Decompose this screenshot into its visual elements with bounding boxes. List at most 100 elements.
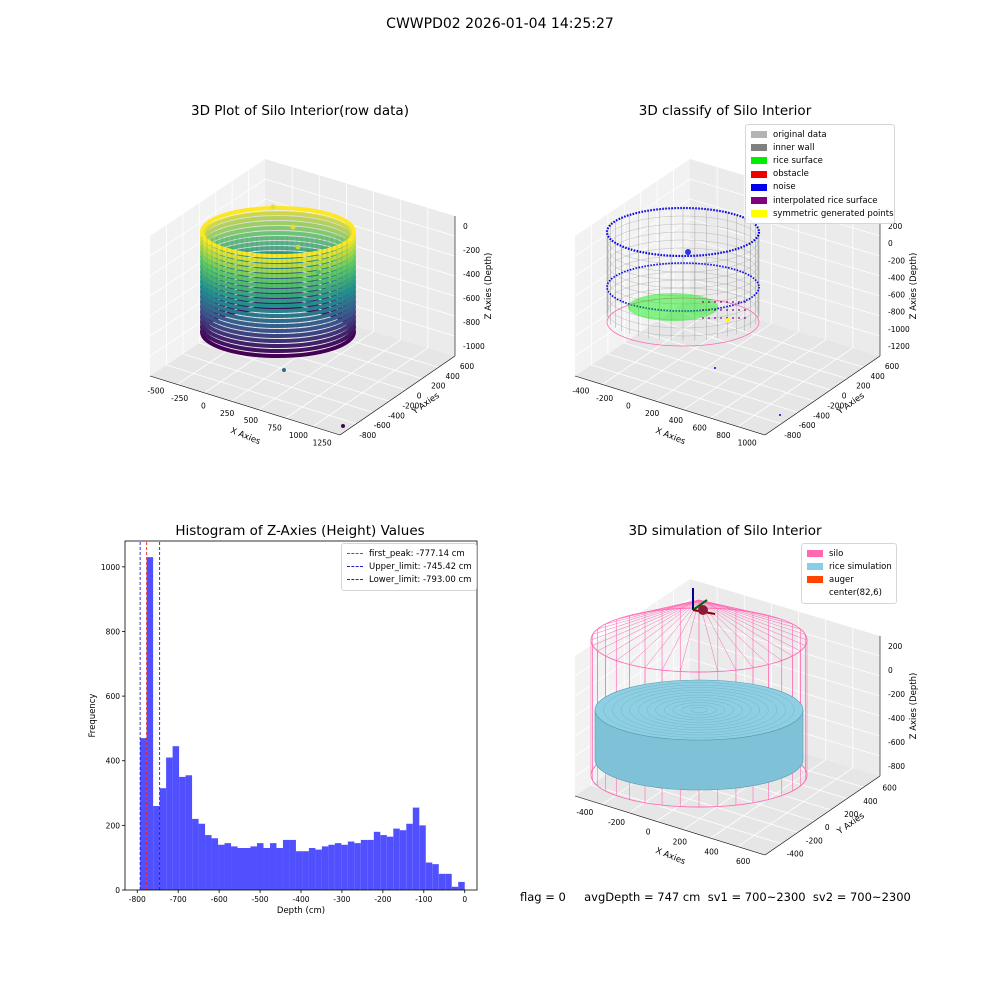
rice-mesh-line [681, 704, 717, 716]
histogram-bar [302, 851, 309, 890]
y-tick-label: -200 [402, 401, 419, 410]
z-tick-label: -400 [888, 273, 905, 282]
x-tick-label: -400 [576, 808, 593, 817]
histogram-bar [146, 557, 154, 890]
silo-roof-wire [680, 599, 700, 609]
histogram-bar [425, 862, 433, 890]
legend-label: rice surface [773, 155, 823, 166]
z-tick-label: -600 [888, 291, 905, 300]
grid-line [215, 331, 406, 391]
y-tick-label: 600 [106, 692, 121, 701]
data-point [325, 284, 331, 290]
auger-head [698, 605, 708, 615]
silo-roof-wire [644, 599, 700, 613]
x-tick-label: 1250 [313, 438, 332, 447]
histogram-bar [315, 849, 322, 890]
y-tick-label: 400 [445, 372, 460, 381]
y-tick-label: 0 [417, 392, 422, 401]
data-point [341, 424, 345, 428]
interpolated-point [738, 309, 740, 311]
y-axis-line [764, 775, 881, 856]
silo-roof-wire [592, 599, 700, 646]
legend-swatch [751, 131, 767, 139]
interpolated-point [702, 301, 704, 303]
interpolated-point [726, 301, 728, 303]
simulation-legend: silo rice simulation auger center(82,6) [801, 543, 897, 604]
depth-histogram: -800 -700 -600 -500 -400 -300 -200 -100 0 0 200 400… [88, 540, 478, 916]
histogram-bar [185, 775, 193, 890]
x-tick-label: 600 [736, 857, 751, 866]
z-tick-label: -1000 [888, 325, 910, 334]
histogram-bar [282, 839, 290, 890]
z-tick-label: -600 [463, 294, 480, 303]
silo-roof-wire [698, 599, 806, 646]
grid-line [574, 278, 881, 357]
histogram-bar [354, 843, 361, 890]
grid-line [607, 353, 798, 413]
histogram-bar [360, 839, 368, 890]
grid-line [624, 342, 815, 402]
x-axis-label: X Axies [229, 426, 262, 447]
interpolated-point [720, 309, 722, 311]
histogram-bar [172, 746, 180, 890]
grid-line [591, 364, 782, 425]
legend-entry: Upper_limit: -745.42 cm [347, 560, 472, 573]
silo-roof-wire [680, 599, 700, 672]
z-tick-label: -400 [888, 714, 905, 723]
grid-line [574, 238, 881, 317]
silo-roof-wire [698, 599, 782, 620]
y-tick-label: -400 [813, 411, 830, 420]
histogram-bar [140, 738, 147, 890]
silo-roof-wire [616, 599, 700, 661]
interpolated-point [726, 309, 728, 311]
grid-line [574, 258, 881, 337]
silo-roof-wire [698, 599, 782, 661]
data-point [305, 299, 311, 305]
z-tick-label: -1000 [463, 342, 485, 351]
z-axis-label: Z Axies (Depth) [484, 253, 494, 320]
legend-swatch [807, 590, 823, 597]
legend-label: silo [829, 548, 844, 559]
histogram-legend: first_peak: -777.14 cm Upper_limit: -745… [341, 543, 477, 591]
y-tick-label: 0 [842, 392, 847, 401]
y-tick-label: 400 [870, 372, 885, 381]
histogram-bar [341, 844, 348, 890]
z-tick-label: -800 [463, 318, 480, 327]
histogram-bar [218, 844, 225, 890]
rice-surface-cluster [628, 293, 718, 321]
interpolated-point [720, 301, 722, 303]
x-tick-label: 200 [673, 837, 688, 846]
legend-label: noise [773, 182, 796, 193]
x-tick-label: -100 [415, 895, 432, 904]
x-tick-label: -250 [171, 394, 188, 403]
legend-label: obstacle [773, 169, 809, 180]
x-axis-label: X Axies [654, 426, 687, 447]
y-tick-label: 800 [106, 627, 121, 636]
interpolated-point [714, 309, 716, 311]
z-tick-label: -800 [888, 308, 905, 317]
y-tick-label: 1000 [101, 563, 120, 572]
histogram-bar [179, 776, 186, 890]
histogram-bar [192, 818, 199, 890]
legend-line [347, 553, 363, 555]
legend-entry: rice simulation [807, 560, 892, 573]
silo-roof-wire [644, 599, 700, 668]
x-axis-label: Depth (cm) [277, 906, 325, 916]
x-tick-label: -800 [129, 895, 146, 904]
interpolated-point [744, 309, 746, 311]
simulation-3d-plot: -400-20002004006006004002000-200-4002000… [574, 579, 919, 867]
rice-mesh-line [629, 689, 769, 731]
legend-label: rice simulation [829, 561, 892, 572]
data-point [270, 204, 276, 210]
silo-roof-wire [698, 599, 801, 630]
y-tick-label: 200 [431, 382, 446, 391]
x-tick-label: -700 [170, 895, 187, 904]
legend-line [347, 579, 363, 581]
legend-swatch [807, 550, 823, 558]
histogram-bar [458, 881, 465, 890]
grid-line [574, 598, 881, 677]
grid-line [574, 638, 881, 717]
histogram-bar [263, 847, 270, 890]
auger-axis-y [692, 599, 708, 611]
legend-entry: noise [751, 181, 889, 194]
